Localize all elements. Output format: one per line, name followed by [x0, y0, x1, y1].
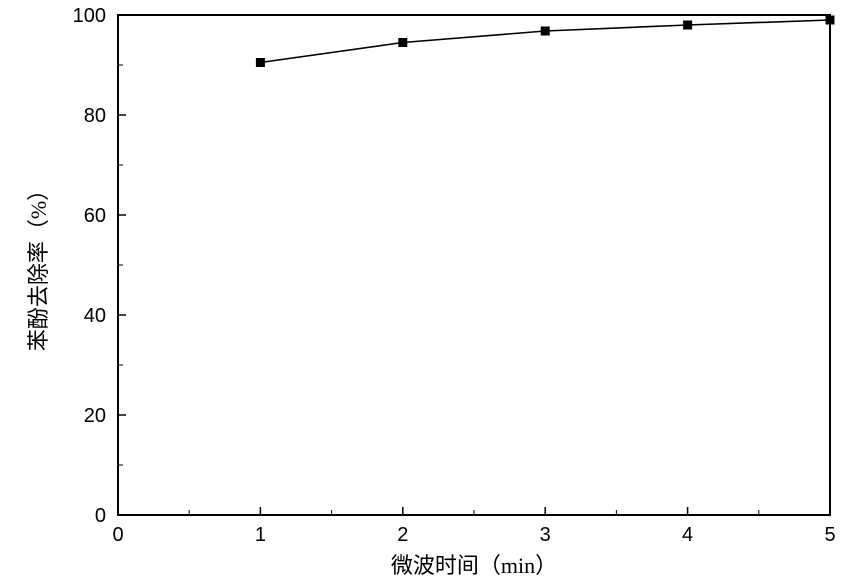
data-point	[398, 38, 407, 47]
x-tick-label: 0	[112, 524, 123, 546]
chart-svg: 0 1 2 3 4 5 0 20 40 60 80 100 微波时间（min） 苯酚去除率（%）	[0, 0, 848, 584]
x-tick-label: 4	[682, 524, 693, 546]
y-axis-title: 苯酚去除率（%）	[26, 179, 51, 351]
x-tick-label: 1	[255, 524, 266, 546]
y-tick-label: 20	[84, 405, 106, 427]
data-point	[683, 21, 692, 30]
data-point	[256, 58, 265, 67]
x-tick-label: 5	[824, 524, 835, 546]
data-point	[541, 27, 550, 36]
x-axis-title: 微波时间（min）	[391, 553, 557, 578]
chart-container: 0 1 2 3 4 5 0 20 40 60 80 100 微波时间（min） 苯酚去除率（%）	[0, 0, 848, 584]
x-tick-label: 2	[397, 524, 408, 546]
data-point	[826, 16, 835, 25]
y-tick-label: 0	[95, 505, 106, 527]
y-tick-label: 100	[73, 5, 106, 27]
y-tick-label: 60	[84, 205, 106, 227]
y-tick-label: 40	[84, 305, 106, 327]
x-tick-label: 3	[540, 524, 551, 546]
y-tick-label: 80	[84, 105, 106, 127]
